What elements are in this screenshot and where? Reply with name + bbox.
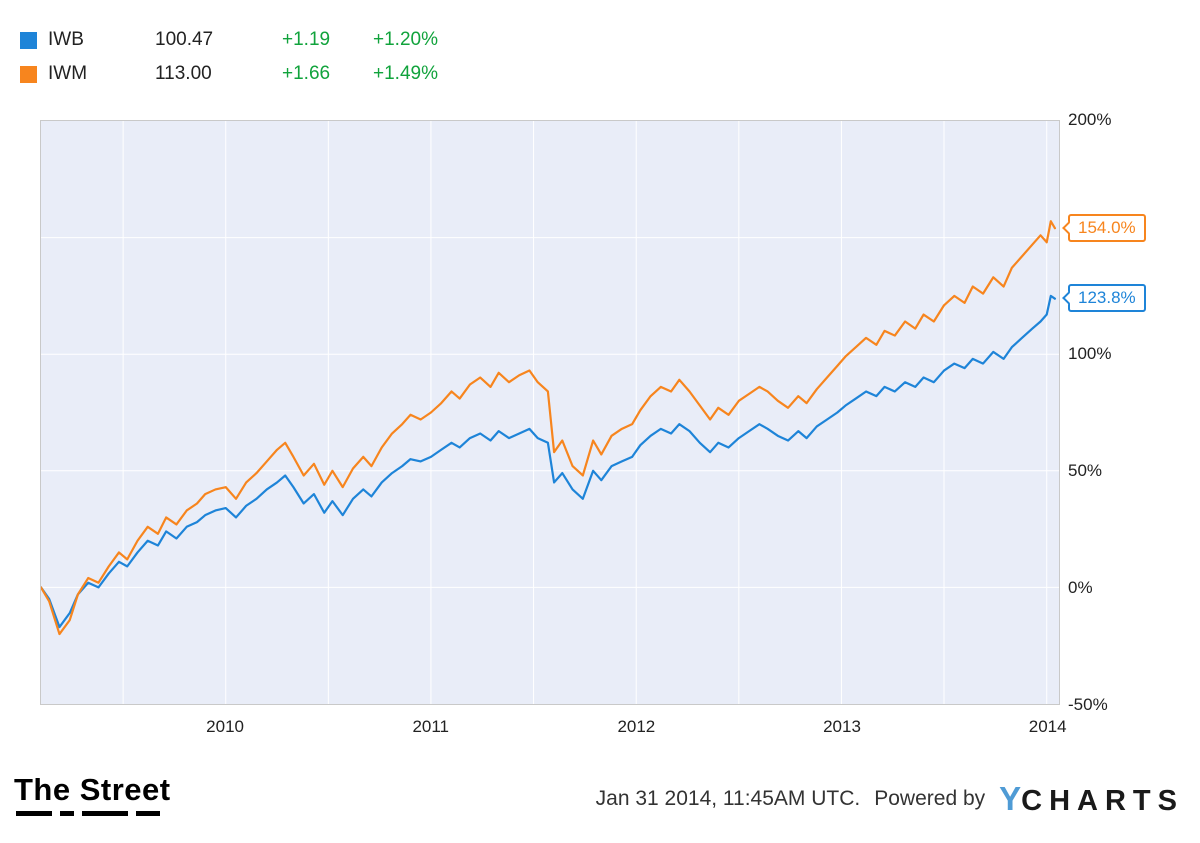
iwm-change-pct: +1.49% — [373, 63, 438, 84]
x-axis-label: 2012 — [617, 717, 656, 736]
legend: IWB 100.47 +1.19 +1.20% IWM 113.00 +1.66… — [20, 26, 438, 94]
legend-row-iwm: IWM 113.00 +1.66 +1.49% — [20, 60, 438, 88]
ycharts-logo-y: Y — [999, 780, 1022, 817]
ycharts-logo-charts: CHARTS — [1021, 785, 1184, 817]
plot-area — [40, 120, 1060, 705]
iwb-change-pct: +1.20% — [373, 29, 438, 50]
y-axis-label: 50% — [1068, 461, 1103, 480]
thestreet-logo-text: The Street — [14, 772, 171, 807]
y-axis-label: 0% — [1068, 578, 1093, 597]
thestreet-logo: The Street — [14, 772, 171, 816]
timestamp: Jan 31 2014, 11:45AM UTC. — [595, 787, 861, 810]
x-axis-label: 2010 — [206, 717, 244, 736]
end-value-callout-IWM: 154.0% — [1062, 213, 1146, 242]
iwb-change: +1.19 — [282, 29, 331, 50]
x-axis-label: 2013 — [823, 717, 861, 736]
y-axis-label: 100% — [1068, 344, 1112, 363]
y-axis-label: -50% — [1068, 695, 1108, 714]
iwm-ticker: IWM — [48, 63, 88, 84]
y-axis-label: 200% — [1068, 110, 1112, 129]
x-axis-label: 2014 — [1028, 717, 1067, 736]
powered-by-label: Powered by — [874, 787, 986, 810]
iwm-change: +1.66 — [282, 63, 331, 84]
thestreet-logo-dashes — [16, 811, 171, 816]
iwm-price: 113.00 — [155, 63, 212, 84]
iwb-color-swatch — [20, 31, 37, 49]
series-line-IWB — [41, 294, 1057, 629]
x-axis-label: 2011 — [412, 717, 449, 736]
ycharts-logo: YCHARTS — [999, 780, 1184, 818]
iwb-ticker: IWB — [48, 29, 84, 50]
callout-arrow — [1062, 291, 1075, 305]
iwm-color-swatch — [20, 65, 37, 83]
series-line-IWM — [41, 220, 1057, 636]
gridlines — [41, 121, 1059, 704]
chart-svg — [41, 121, 1059, 704]
legend-row-iwb: IWB 100.47 +1.19 +1.20% — [20, 26, 438, 54]
end-value-callout-IWB: 123.8% — [1062, 284, 1146, 313]
iwb-price: 100.47 — [155, 29, 214, 50]
footer-attribution: Jan 31 2014, 11:45AM UTC. Powered by YCH… — [596, 780, 1184, 818]
callout-arrow — [1062, 221, 1075, 234]
